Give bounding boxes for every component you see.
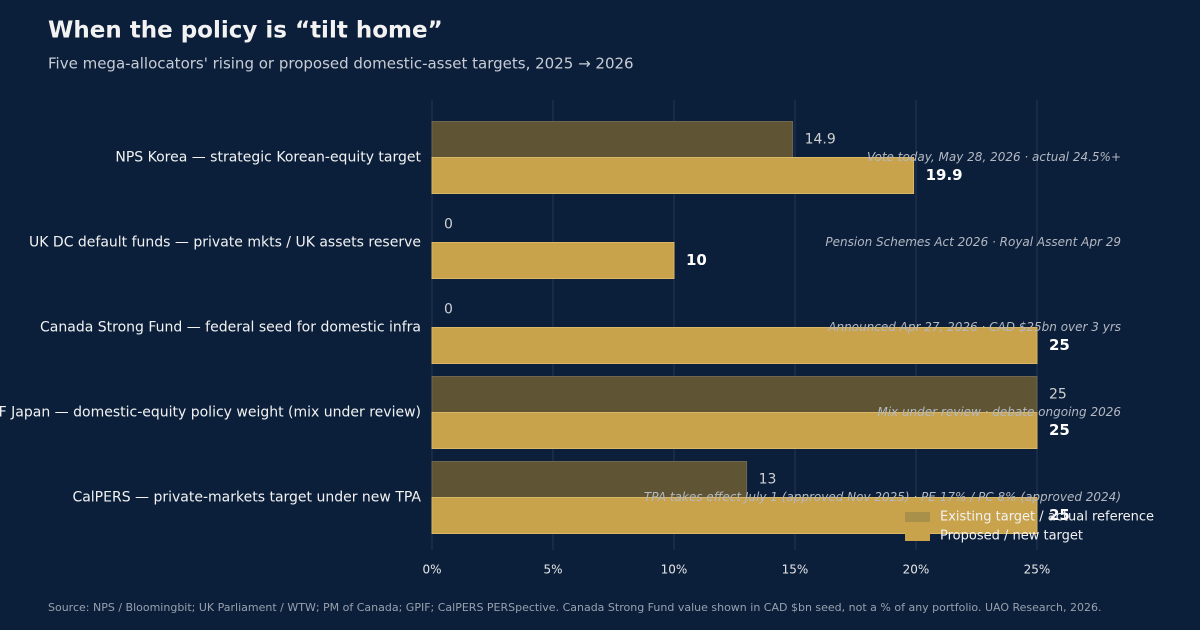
legend-label: Existing target / actual reference: [940, 510, 1154, 525]
bar: [431, 242, 675, 279]
bar: [431, 121, 794, 158]
value-label: 25: [1049, 506, 1070, 524]
y-tick-label: UK DC default funds — private mkts / UK …: [29, 235, 421, 251]
annotation: Announced Apr 27, 2026 · CAD $25bn over …: [827, 320, 1121, 334]
y-tick-label: Canada Strong Fund — federal seed for do…: [40, 320, 421, 336]
value-label: 25: [1049, 336, 1070, 354]
bar: [431, 327, 1038, 364]
x-tick-label: 5%: [543, 563, 562, 577]
value-label: 0: [444, 217, 453, 233]
legend-label: Proposed / new target: [940, 529, 1083, 544]
legend-swatch: [905, 531, 930, 541]
annotation: Vote today, May 28, 2026 · actual 24.5%+: [867, 150, 1121, 164]
source-note: Source: NPS / Bloomingbit; UK Parliament…: [48, 601, 1101, 614]
bar: [431, 157, 915, 194]
chart-title: When the policy is “tilt home”: [48, 18, 443, 44]
y-tick-label: CalPERS — private-markets target under n…: [72, 490, 421, 506]
legend-swatch: [905, 512, 930, 522]
annotation: Pension Schemes Act 2026 · Royal Assent …: [825, 235, 1121, 249]
value-label: 25: [1049, 387, 1067, 403]
value-label: 10: [686, 251, 707, 269]
value-label: 19.9: [926, 166, 963, 184]
x-tick-label: 10%: [661, 563, 688, 577]
value-label: 0: [444, 302, 453, 318]
x-tick-label: 20%: [903, 563, 930, 577]
x-tick-label: 0%: [422, 563, 441, 577]
x-tick-label: 25%: [1024, 563, 1051, 577]
chart-subtitle: Five mega-allocators' rising or proposed…: [48, 55, 634, 73]
value-label: 25: [1049, 421, 1070, 439]
bar: [431, 412, 1038, 449]
value-label: 14.9: [805, 132, 836, 148]
y-tick-label: GPIF Japan — domestic-equity policy weig…: [0, 405, 421, 421]
value-label: 13: [759, 472, 777, 488]
annotation: Mix under review · debate ongoing 2026: [877, 405, 1121, 419]
annotation: TPA takes effect July 1 (approved Nov 20…: [644, 490, 1121, 504]
y-tick-label: NPS Korea — strategic Korean-equity targ…: [115, 150, 421, 166]
bar: [431, 497, 1038, 534]
x-tick-label: 15%: [782, 563, 809, 577]
